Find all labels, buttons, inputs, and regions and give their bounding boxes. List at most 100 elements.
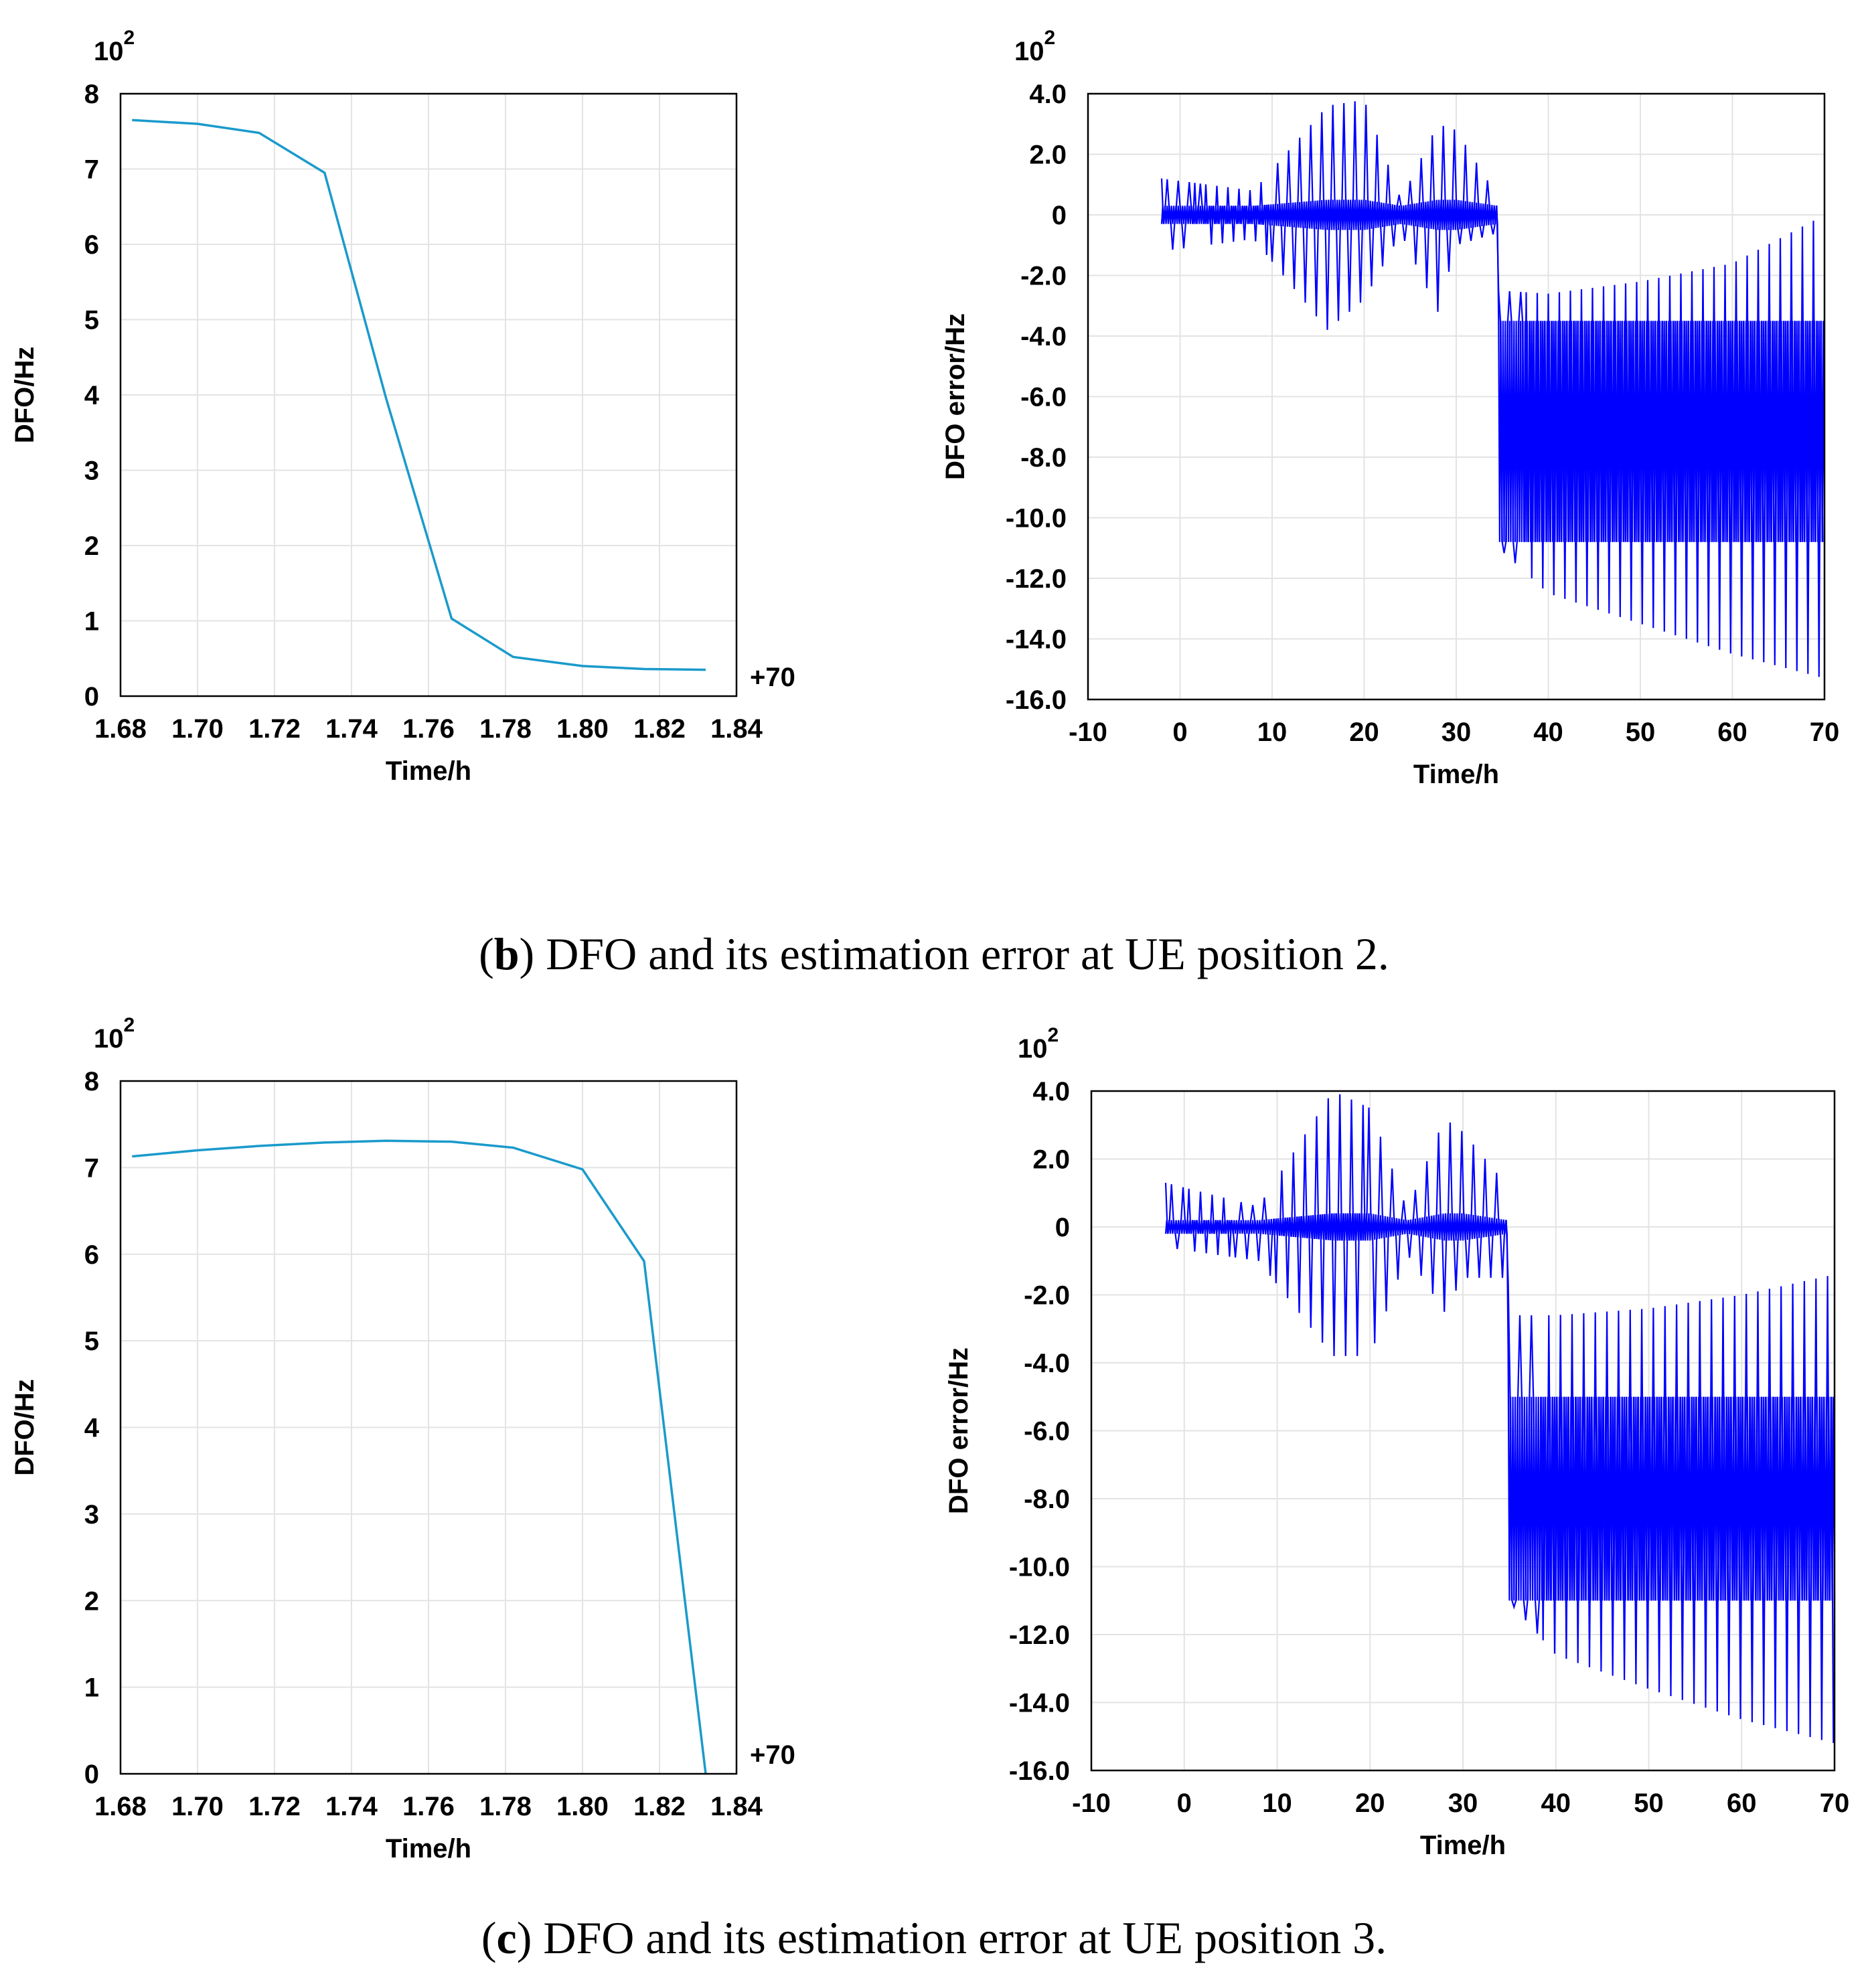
chart-b-left: 1.68 1.70 1.72 1.74 1.76 1.78 1.80 1.82 1.84 0 1 2 3… (10, 27, 795, 786)
x-tick-label: 60 (1717, 718, 1747, 747)
scale-exponent-label: 102 (1014, 27, 1055, 66)
y-tick-label: 8 (84, 80, 99, 109)
series-line (1164, 1094, 1835, 1744)
series-line (132, 118, 706, 671)
y-tick-label: 0 (1052, 201, 1067, 230)
x-tick-label: 1.74 (325, 714, 378, 744)
x-tick-label: 1.72 (248, 1792, 301, 1821)
y-tick-label: -6.0 (1024, 1417, 1070, 1446)
y-tick-label: -2.0 (1024, 1281, 1070, 1311)
caption-b: (b) DFO and its estimation error at UE p… (479, 928, 1389, 979)
offset-label: +70 (750, 1740, 795, 1770)
x-tick-label: 1.76 (402, 1792, 455, 1821)
x-tick-label: 1.74 (325, 1792, 378, 1821)
x-tick-label: 40 (1533, 718, 1563, 747)
x-tick-label: 40 (1541, 1789, 1571, 1818)
y-tick-label: 6 (84, 230, 99, 260)
y-tick-label: -4.0 (1020, 322, 1067, 351)
x-tick-label: 60 (1727, 1789, 1757, 1818)
scale-exponent-label: 102 (94, 27, 135, 66)
y-tick-label: 0 (1055, 1213, 1070, 1242)
y-tick-label: -10.0 (1009, 1553, 1070, 1582)
y-tick-label: -14.0 (1009, 1689, 1070, 1718)
y-tick-label: 3 (84, 1500, 99, 1529)
y-tick-label: 0 (84, 1760, 99, 1789)
x-tick-label: 50 (1626, 718, 1656, 747)
y-tick-label: -8.0 (1020, 443, 1067, 473)
x-tick-label: 1.76 (402, 714, 455, 744)
y-tick-label: 2.0 (1029, 141, 1067, 170)
chart-c-right: -10 0 10 20 30 40 50 60 70 4.0 2.0 0 -2.0 -4.0 -6.0 -8.… (944, 1024, 1849, 1860)
chart-b-right: -10 0 10 20 30 40 50 60 70 4.0 2.0 0 -2.0 -4.0 -6.0 -8.… (941, 27, 1839, 789)
x-tick-label: 10 (1257, 718, 1288, 747)
x-tick-label: 1.72 (248, 714, 301, 744)
scale-exponent-label: 102 (1018, 1024, 1059, 1064)
y-tick-label: -12.0 (1009, 1621, 1070, 1650)
y-tick-label: 4 (84, 381, 100, 410)
x-tick-label: 1.78 (479, 1792, 532, 1821)
x-tick-label: -10 (1072, 1789, 1111, 1818)
x-tick-label: -10 (1069, 718, 1107, 747)
x-tick-label: 1.68 (94, 1792, 147, 1821)
y-tick-label: 4.0 (1032, 1077, 1070, 1106)
y-tick-label: -16.0 (1009, 1756, 1070, 1786)
y-tick-label: 2 (84, 531, 99, 561)
y-tick-label: -10.0 (1006, 504, 1067, 533)
y-tick-label: 2.0 (1032, 1145, 1070, 1175)
series-line-dense (1160, 199, 1826, 542)
y-tick-label: -6.0 (1020, 383, 1067, 412)
y-tick-label: 3 (84, 457, 99, 486)
y-tick-label: -14.0 (1006, 625, 1067, 655)
x-tick-label: 0 (1177, 1789, 1192, 1818)
y-tick-label: 8 (84, 1067, 99, 1096)
y-tick-label: 5 (84, 1327, 99, 1356)
y-axis-label: DFO error/Hz (941, 313, 970, 480)
x-tick-label: 0 (1172, 718, 1187, 747)
x-tick-label: 70 (1820, 1789, 1850, 1818)
y-tick-label: 5 (84, 306, 99, 335)
chart-c-left: 1.68 1.70 1.72 1.74 1.76 1.78 1.80 1.82 1.84 0 1 2 3… (10, 1014, 795, 1863)
y-tick-label: 4.0 (1029, 80, 1067, 109)
x-tick-label: 1.80 (556, 1792, 609, 1821)
x-axis-label: Time/h (386, 1834, 471, 1863)
y-tick-label: -4.0 (1024, 1349, 1070, 1378)
y-tick-label: -8.0 (1024, 1485, 1070, 1514)
x-axis-label: Time/h (1420, 1831, 1506, 1860)
y-axis-label: DFO/Hz (10, 347, 40, 443)
x-tick-label: 50 (1634, 1789, 1664, 1818)
x-tick-label: 10 (1262, 1789, 1292, 1818)
plot-frame (1090, 1090, 1836, 1772)
y-tick-label: 6 (84, 1240, 99, 1270)
x-tick-label: 1.82 (633, 1792, 686, 1821)
offset-label: +70 (750, 663, 795, 692)
y-tick-label: 0 (84, 682, 99, 712)
y-tick-label: -16.0 (1006, 685, 1067, 715)
x-tick-label: 30 (1448, 1789, 1478, 1818)
y-tick-label: 1 (84, 1673, 99, 1703)
y-tick-label: 7 (84, 155, 99, 185)
y-tick-label: 1 (84, 607, 99, 637)
y-tick-label: -12.0 (1006, 564, 1067, 594)
caption-c: (c) DFO and its estimation error at UE p… (481, 1912, 1387, 1963)
series-line (132, 1139, 707, 1774)
plot-frame (1087, 92, 1826, 701)
y-tick-label: 4 (84, 1414, 100, 1443)
x-tick-label: 30 (1442, 718, 1472, 747)
plot-frame (119, 1080, 738, 1775)
y-axis-label: DFO/Hz (10, 1379, 40, 1475)
x-tick-label: 1.70 (171, 1792, 224, 1821)
x-tick-label: 20 (1355, 1789, 1385, 1818)
x-tick-label: 1.78 (479, 714, 532, 744)
x-tick-label: 1.84 (710, 1792, 763, 1821)
x-tick-label: 1.80 (556, 714, 609, 744)
x-tick-label: 1.82 (633, 714, 686, 744)
x-tick-label: 20 (1349, 718, 1379, 747)
x-axis-label: Time/h (386, 756, 471, 786)
series-line (1160, 101, 1824, 677)
plot-frame (119, 92, 738, 697)
x-tick-label: 1.68 (94, 714, 147, 744)
y-axis-label: DFO error/Hz (944, 1347, 974, 1514)
scale-exponent-label: 102 (94, 1014, 135, 1054)
